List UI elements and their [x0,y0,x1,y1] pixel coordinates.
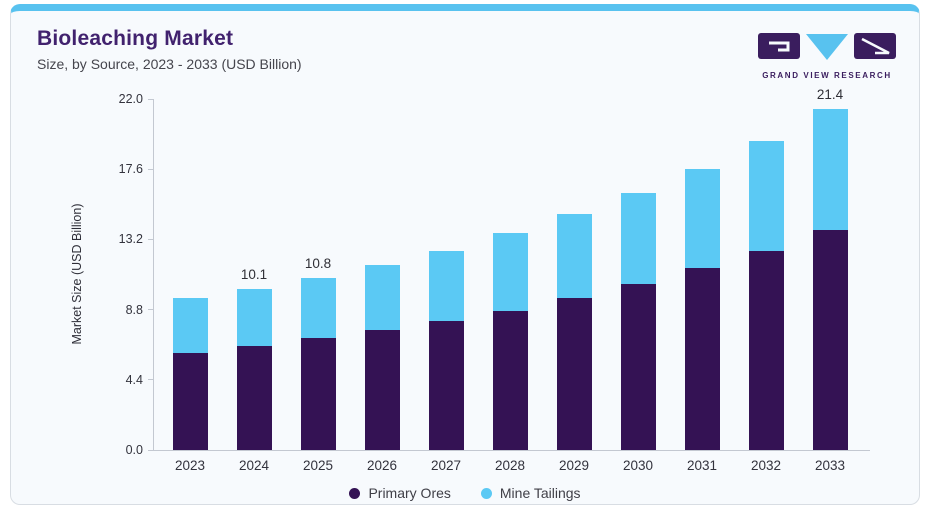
bar-segment-primary-ores [172,352,208,450]
bar-group: 10.8 2025 [286,99,350,473]
bar-group: 21.4 2033 [798,87,862,473]
y-tick-label: 13.2 [118,232,143,247]
bar-group: 2028 [478,99,542,473]
legend-item-mine-tailings: Mine Tailings [480,485,581,501]
bar-group: 2027 [414,99,478,473]
y-tick-mark [148,238,154,240]
bar-segment-primary-ores [748,250,784,450]
bar-total-label: 10.1 [240,266,268,282]
x-tick-label: 2026 [366,458,398,473]
chart-header: Bioleaching Market Size, by Source, 2023… [37,27,302,72]
bar-segment-mine-tailings [812,108,848,230]
bar-group: 2026 [350,99,414,473]
page-subtitle: Size, by Source, 2023 - 2033 (USD Billio… [37,56,302,72]
x-tick-label: 2033 [814,458,846,473]
bar-segment-mine-tailings [172,298,208,353]
y-axis-title: Market Size (USD Billion) [70,203,84,345]
bar-total-label: 21.4 [816,86,844,102]
bar-total-label: 10.8 [304,255,332,271]
bar-group: 2023 [158,99,222,473]
y-tick-mark [148,309,154,311]
bar-segment-mine-tailings [364,264,400,331]
bar-segment-primary-ores [556,298,592,450]
page-title: Bioleaching Market [37,27,234,50]
bar-segment-primary-ores [428,320,464,450]
legend-dot [349,487,361,499]
bar-segment-primary-ores [364,330,400,450]
bar-stack [492,233,528,450]
bar-group: 2031 [670,99,734,473]
y-tick: 4.4 [126,373,154,387]
y-tick-mark [148,98,154,100]
bar-segment-mine-tailings [300,277,336,339]
y-tick-label: 8.8 [125,302,143,317]
bar-segment-mine-tailings [428,250,464,321]
bar-segment-mine-tailings [492,233,528,312]
y-tick-label: 4.4 [125,372,143,387]
chart-card: Bioleaching Market Size, by Source, 2023… [10,4,920,505]
bar-stack [748,140,784,450]
bar-segment-mine-tailings [748,140,784,251]
legend: Primary Ores Mine Tailings [11,485,919,501]
bar-stack [300,277,336,450]
bar-stack [684,169,720,450]
bar-stack [364,264,400,450]
bar-group: 2030 [606,99,670,473]
y-tick: 8.8 [126,303,154,317]
bars-container: 2023 10.1 2024 10.8 2025 2026 2027 2028 2029 2030… [158,87,870,473]
gvr-logo: GRAND VIEW RESEARCH [757,29,897,80]
bar-segment-primary-ores [236,346,272,450]
y-tick: 0.0 [126,443,154,457]
x-tick-label: 2031 [686,458,718,473]
bar-group: 10.1 2024 [222,99,286,473]
y-tick: 17.6 [119,162,154,176]
bar-segment-primary-ores [684,268,720,450]
bar-group: 2029 [542,99,606,473]
bar-stack [428,250,464,450]
y-tick: 22.0 [119,92,154,106]
bar-segment-primary-ores [620,284,656,450]
bar-stack [172,298,208,450]
bar-group: 2032 [734,99,798,473]
bar-stack [620,193,656,450]
y-tick-label: 0.0 [125,443,143,457]
bar-segment-mine-tailings [620,193,656,285]
x-tick-label: 2024 [238,458,270,473]
bar-segment-primary-ores [492,311,528,450]
bar-segment-primary-ores [300,338,336,450]
y-tick-label: 22.0 [118,92,143,106]
y-tick: 13.2 [119,232,154,246]
bar-stack [812,108,848,450]
x-tick-label: 2032 [750,458,782,473]
bar-stack [236,288,272,450]
bar-segment-primary-ores [812,229,848,450]
gvr-logo-mark [758,33,896,60]
legend-item-primary-ores: Primary Ores [349,485,451,501]
gvr-logo-caption: GRAND VIEW RESEARCH [762,71,892,80]
legend-dot [480,487,492,499]
x-tick-label: 2023 [174,458,206,473]
y-tick-mark [148,168,154,170]
x-tick-label: 2027 [430,458,462,473]
x-tick-label: 2030 [622,458,654,473]
y-tick-mark [148,449,154,451]
plot-area: 2023 10.1 2024 10.8 2025 2026 2027 2028 2029 2030… [119,87,870,473]
x-tick-label: 2029 [558,458,590,473]
bar-segment-mine-tailings [556,213,592,299]
legend-label: Primary Ores [368,485,451,501]
bar-segment-mine-tailings [684,169,720,269]
x-tick-label: 2025 [302,458,334,473]
bar-stack [556,213,592,450]
y-tick-mark [148,379,154,381]
bar-segment-mine-tailings [236,288,272,347]
x-tick-label: 2028 [494,458,526,473]
y-tick-label: 17.6 [118,162,143,177]
legend-label: Mine Tailings [499,485,581,501]
